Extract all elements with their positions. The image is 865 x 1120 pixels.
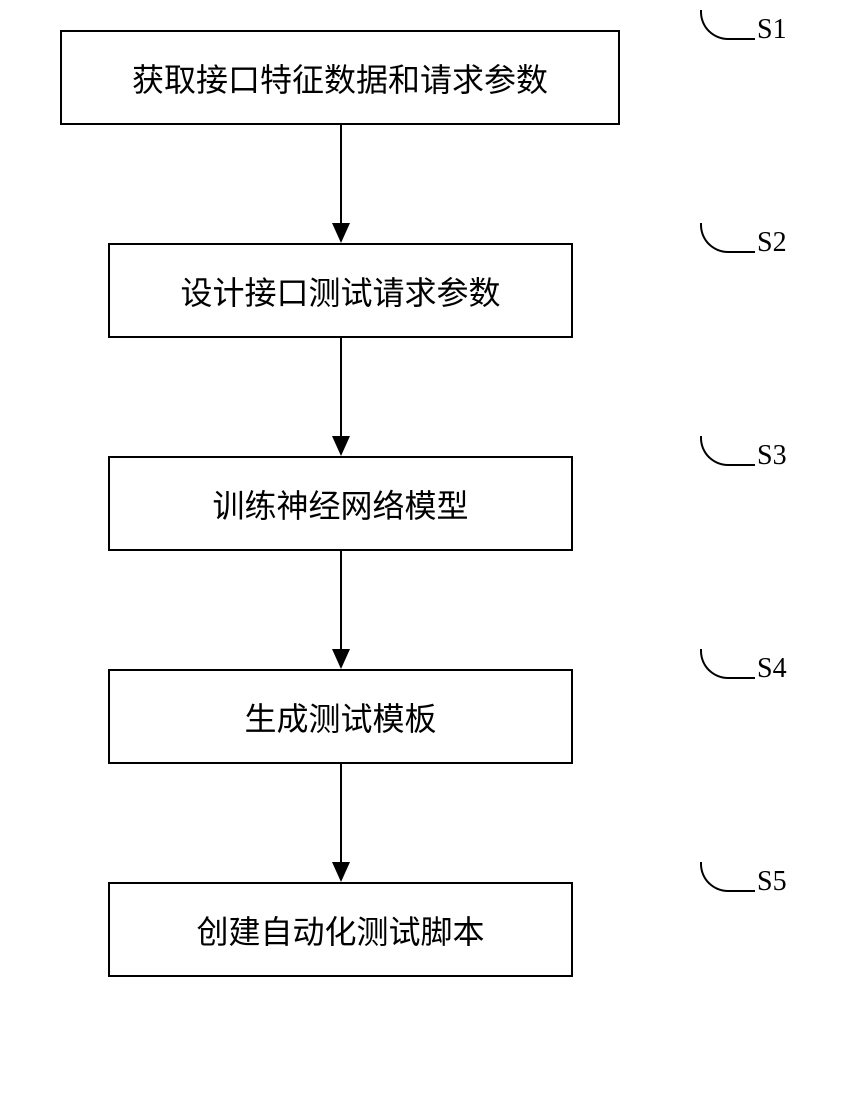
flowchart-arrow xyxy=(60,764,810,882)
flowchart-step-s3: 训练神经网络模型S3 xyxy=(60,456,810,551)
arrow-head-icon xyxy=(332,649,350,669)
flowchart-box-text: 获取接口特征数据和请求参数 xyxy=(132,55,548,101)
flowchart-box: 创建自动化测试脚本 xyxy=(108,882,573,977)
label-connector xyxy=(700,436,755,466)
flowchart-box-text: 生成测试模板 xyxy=(244,694,436,740)
flowchart-step-label-wrap: S3 xyxy=(700,434,787,466)
arrow-head-icon xyxy=(332,862,350,882)
flowchart-step-label: S4 xyxy=(757,653,787,685)
flowchart-step-label-wrap: S1 xyxy=(700,8,787,40)
flowchart-arrow xyxy=(60,125,810,243)
flowchart-box-text: 设计接口测试请求参数 xyxy=(180,268,500,314)
flowchart-step-label: S2 xyxy=(757,227,787,259)
flowchart-step-label-wrap: S5 xyxy=(700,860,787,892)
label-connector xyxy=(700,649,755,679)
flowchart-box-text: 创建自动化测试脚本 xyxy=(196,907,484,953)
flowchart-step-s2: 设计接口测试请求参数S2 xyxy=(60,243,810,338)
label-connector xyxy=(700,223,755,253)
flowchart-box: 生成测试模板 xyxy=(108,669,573,764)
flowchart-box: 获取接口特征数据和请求参数 xyxy=(60,30,620,125)
label-connector xyxy=(700,10,755,40)
flowchart: 获取接口特征数据和请求参数S1设计接口测试请求参数S2训练神经网络模型S3生成测… xyxy=(60,30,810,977)
flowchart-step-label-wrap: S2 xyxy=(700,221,787,253)
flowchart-step-s5: 创建自动化测试脚本S5 xyxy=(60,882,810,977)
arrow-head-icon xyxy=(332,436,350,456)
flowchart-box: 设计接口测试请求参数 xyxy=(108,243,573,338)
flowchart-step-label-wrap: S4 xyxy=(700,647,787,679)
flowchart-step-s4: 生成测试模板S4 xyxy=(60,669,810,764)
flowchart-box: 训练神经网络模型 xyxy=(108,456,573,551)
flowchart-box-text: 训练神经网络模型 xyxy=(212,481,468,527)
flowchart-arrow xyxy=(60,338,810,456)
label-connector xyxy=(700,862,755,892)
flowchart-step-label: S3 xyxy=(757,440,787,472)
flowchart-step-s1: 获取接口特征数据和请求参数S1 xyxy=(60,30,810,125)
flowchart-step-label: S5 xyxy=(757,866,787,898)
arrow-head-icon xyxy=(332,223,350,243)
flowchart-step-label: S1 xyxy=(757,14,787,46)
flowchart-arrow xyxy=(60,551,810,669)
